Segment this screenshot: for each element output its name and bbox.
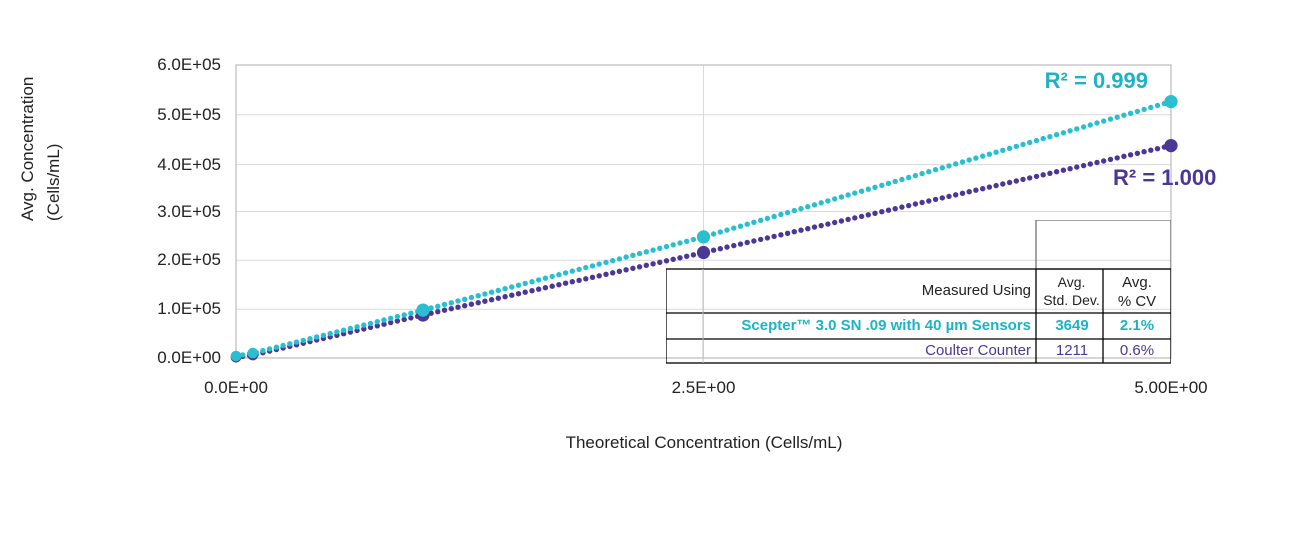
svg-text:R² = 0.999: R² = 0.999 — [1045, 68, 1148, 93]
svg-text:R² = 1.000: R² = 1.000 — [1113, 165, 1216, 190]
